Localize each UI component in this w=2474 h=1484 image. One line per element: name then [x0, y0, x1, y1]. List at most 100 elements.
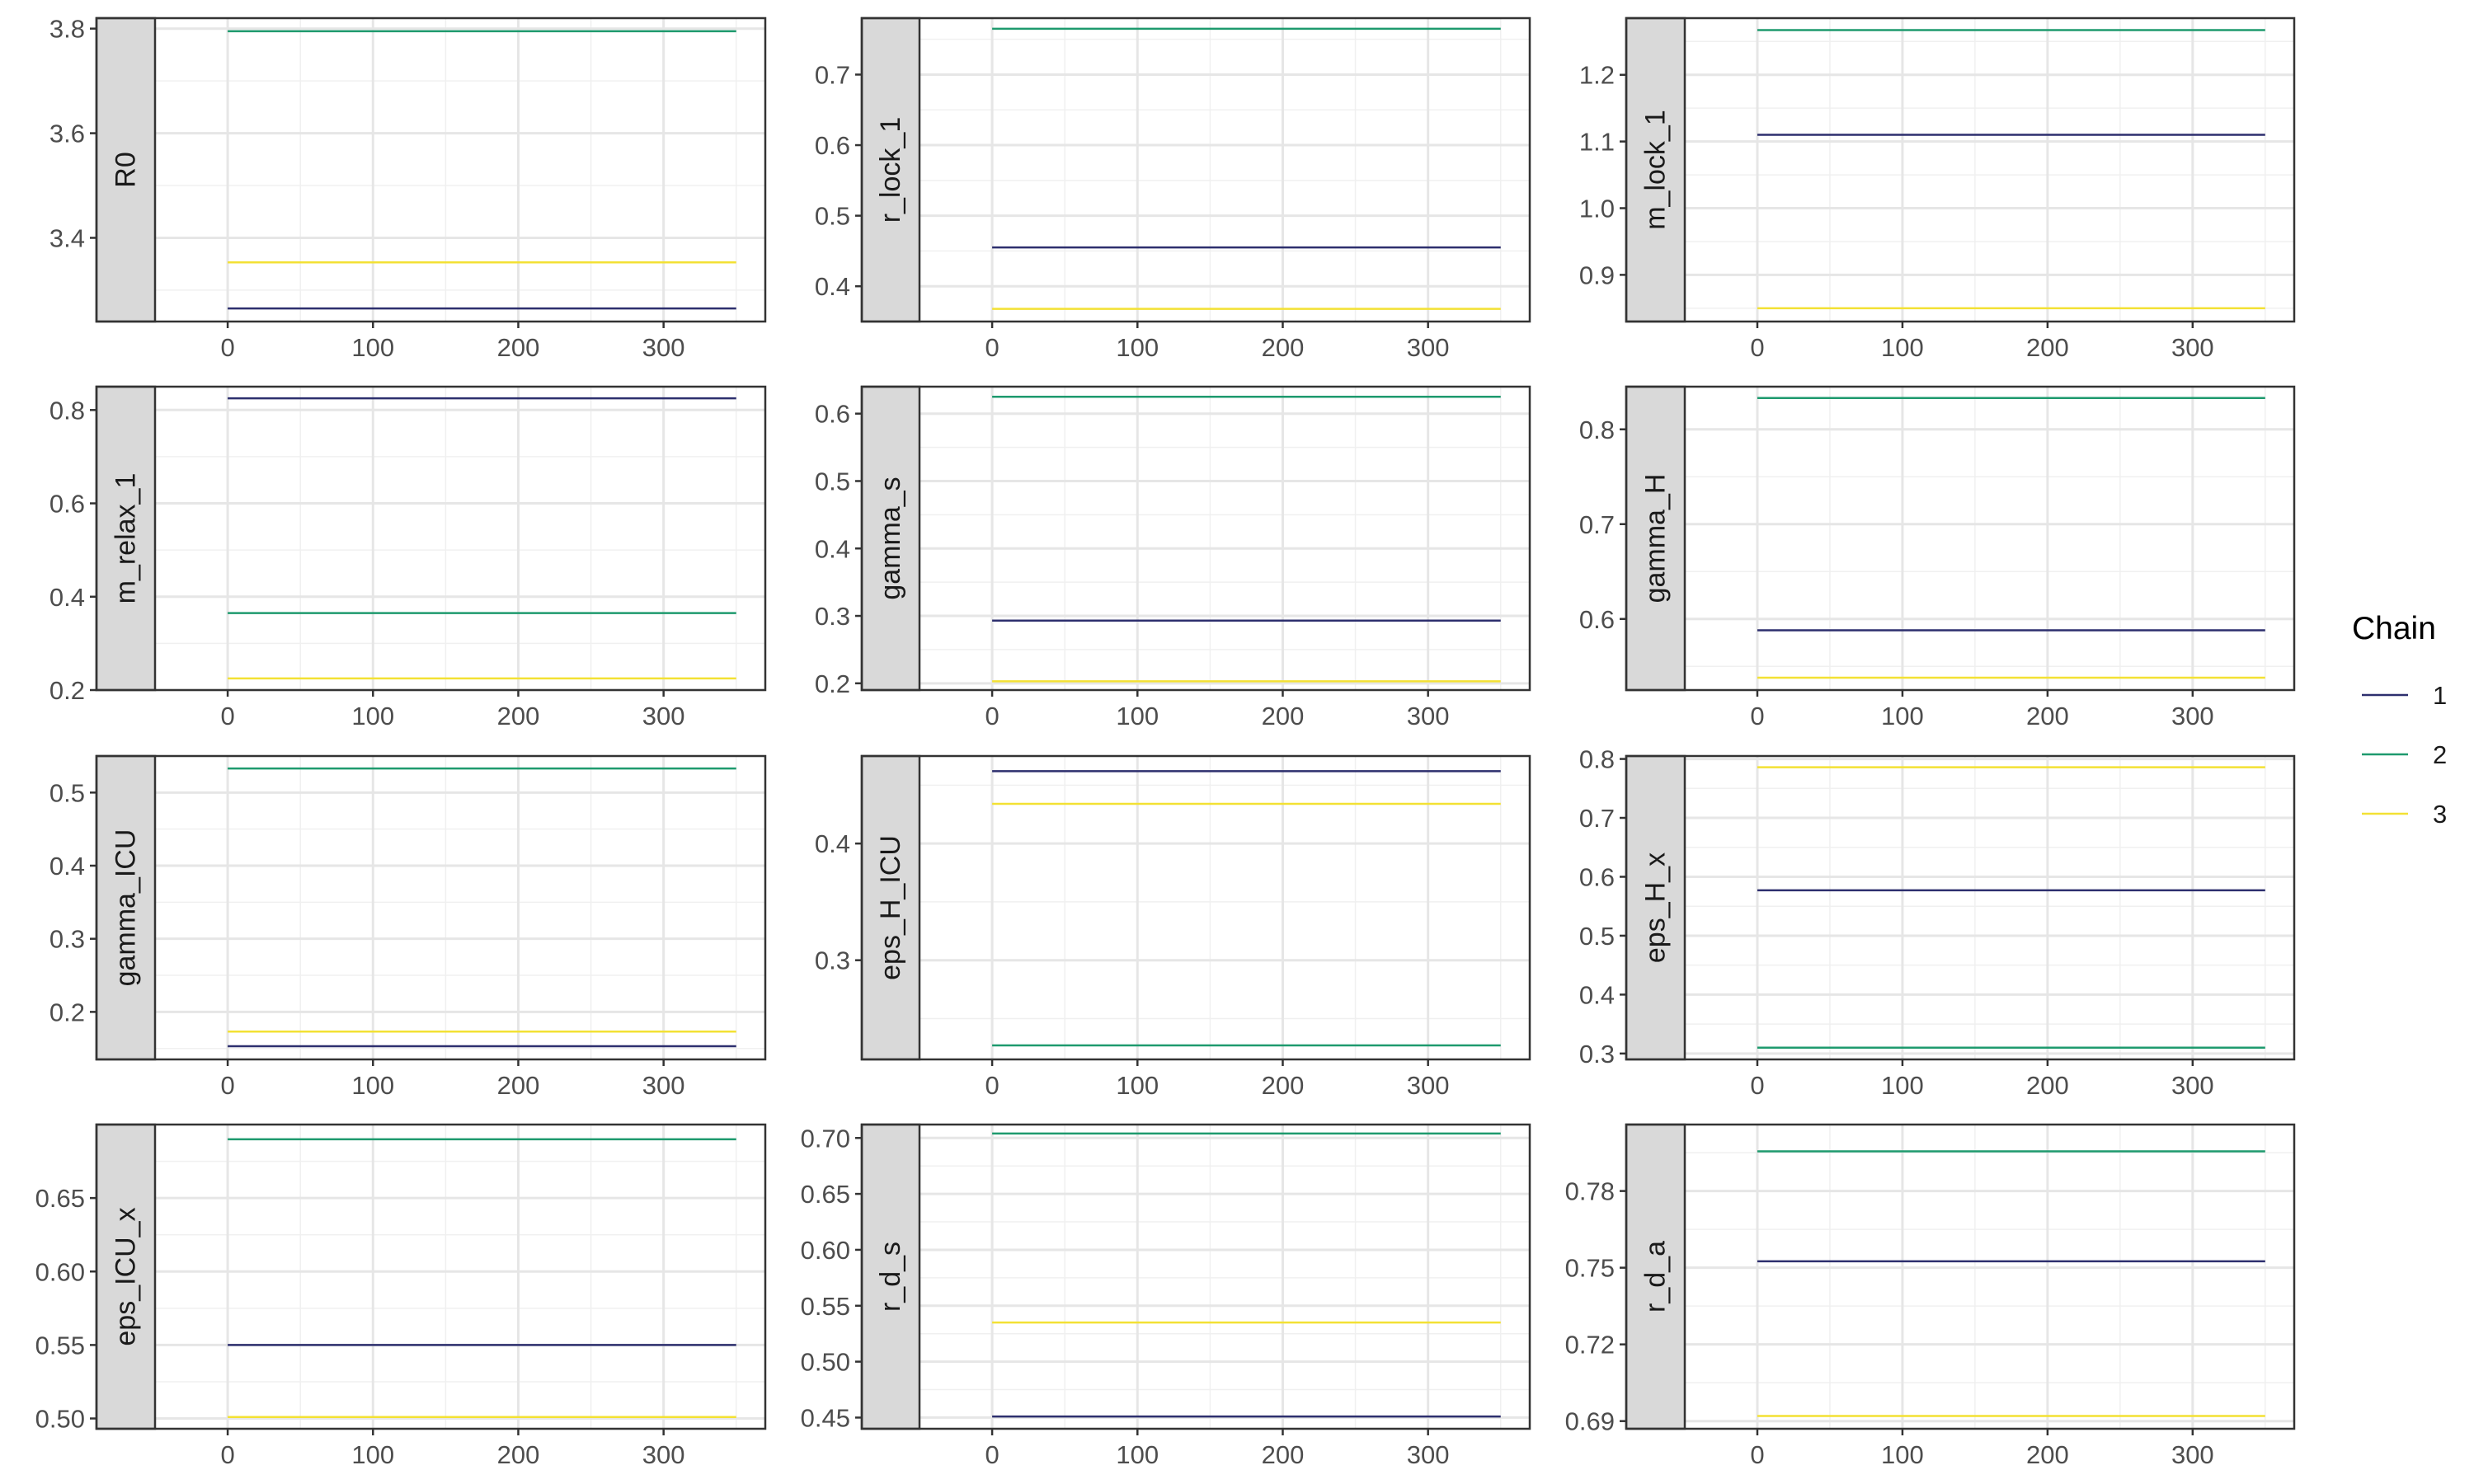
panel-background [920, 1125, 1530, 1429]
panel-background [920, 18, 1530, 322]
x-tick-label: 300 [2171, 1071, 2214, 1100]
x-tick-label: 100 [1116, 1440, 1159, 1469]
x-tick-label: 200 [2026, 1071, 2069, 1100]
x-tick-label: 300 [1407, 1071, 1450, 1100]
facet-gamma_ICU: 0.2 0.3 0.4 0.5 0 100 200 300 gamma_ICU [49, 754, 767, 1100]
y-tick-label: 0.50 [801, 1348, 850, 1377]
facet-gamma_s: 0.2 0.3 0.4 0.5 0.6 0 100 200 300 gamma_s [815, 385, 1531, 730]
y-tick-label: 0.60 [801, 1236, 850, 1265]
y-tick-label: 1.1 [1579, 128, 1615, 157]
x-tick-label: 200 [497, 333, 540, 362]
x-tick-label: 100 [1116, 1071, 1159, 1100]
y-tick-label: 0.69 [1565, 1407, 1615, 1436]
x-tick-label: 200 [1262, 702, 1305, 730]
facet-gamma_H: 0.6 0.7 0.8 0 100 200 300 gamma_H [1579, 385, 2296, 730]
facet-strip-label: R0 [111, 152, 142, 187]
facet-R0: 3.4 3.6 3.8 0 100 200 300 R0 [49, 15, 767, 362]
y-tick-label: 0.65 [801, 1180, 850, 1209]
x-tick-label: 200 [1262, 1071, 1305, 1100]
facet-strip [95, 1123, 157, 1430]
x-tick-label: 300 [2171, 1440, 2214, 1469]
legend-label-chain-3: 3 [2433, 800, 2447, 829]
facet-strip-label: gamma_ICU [111, 829, 142, 987]
facet-eps_H_ICU: 0.3 0.4 0 100 200 300 eps_H_ICU [815, 754, 1531, 1100]
panel-background [155, 1125, 765, 1429]
x-tick-label: 200 [1262, 333, 1305, 362]
panel-background [155, 18, 765, 322]
facet-strip [1625, 754, 1686, 1061]
y-tick-label: 0.6 [815, 131, 850, 160]
x-tick-label: 300 [2171, 333, 2214, 362]
x-tick-label: 300 [642, 1440, 685, 1469]
y-tick-label: 0.8 [1579, 416, 1615, 444]
x-tick-label: 100 [1881, 1440, 1924, 1469]
legend-label-chain-1: 1 [2433, 681, 2447, 710]
y-tick-label: 0.4 [815, 534, 850, 563]
y-tick-label: 0.70 [801, 1124, 850, 1153]
facet-r_lock_1: 0.4 0.5 0.6 0.7 0 100 200 300 r_lock_1 [815, 16, 1531, 362]
x-tick-label: 0 [1750, 702, 1764, 730]
x-tick-label: 0 [220, 1071, 234, 1100]
panel-background [155, 756, 765, 1059]
y-tick-label: 0.7 [1579, 804, 1615, 833]
x-tick-label: 200 [2026, 702, 2069, 730]
panel-border [1625, 385, 2296, 692]
panel-border [860, 16, 1531, 323]
panel-border [860, 1123, 1531, 1430]
x-tick-label: 300 [642, 333, 685, 362]
y-tick-label: 0.4 [815, 272, 850, 301]
facet-strip [95, 16, 157, 323]
legend: Chain 1 2 3 [2352, 611, 2447, 829]
x-tick-label: 100 [351, 1440, 394, 1469]
y-tick-label: 0.3 [815, 602, 850, 631]
y-tick-label: 0.6 [49, 490, 85, 519]
x-tick-label: 200 [2026, 333, 2069, 362]
y-tick-label: 0.4 [49, 852, 85, 881]
y-tick-label: 0.9 [1579, 261, 1615, 289]
panel-border [1625, 1123, 2296, 1430]
y-tick-label: 0.5 [1579, 922, 1615, 951]
facet-strip-label: m_relax_1 [111, 473, 142, 604]
y-tick-label: 0.6 [815, 400, 850, 429]
x-tick-label: 100 [351, 333, 394, 362]
facet-strip [1625, 385, 1686, 692]
facet-strip-label: eps_H_x [1640, 852, 1672, 963]
y-tick-label: 3.8 [49, 15, 85, 44]
x-tick-label: 100 [1116, 702, 1159, 730]
y-tick-label: 0.7 [1579, 510, 1615, 539]
panel-border [860, 385, 1531, 692]
panel-border [95, 385, 767, 692]
x-tick-label: 100 [1881, 702, 1924, 730]
y-tick-label: 0.3 [815, 946, 850, 975]
legend-label-chain-2: 2 [2433, 740, 2447, 769]
x-tick-label: 300 [1407, 702, 1450, 730]
x-tick-label: 100 [1881, 1071, 1924, 1100]
x-tick-label: 200 [1262, 1440, 1305, 1469]
x-tick-label: 300 [1407, 333, 1450, 362]
facet-r_d_a: 0.69 0.72 0.75 0.78 0 100 200 300 r_d_a [1565, 1123, 2296, 1469]
y-tick-label: 0.60 [35, 1257, 85, 1286]
x-tick-label: 0 [220, 1440, 234, 1469]
y-tick-label: 0.6 [1579, 862, 1615, 891]
x-tick-label: 0 [985, 333, 999, 362]
panel-background [920, 387, 1530, 690]
facet-strip-label: gamma_s [875, 477, 906, 599]
x-tick-label: 0 [1750, 1440, 1764, 1469]
facet-strip-label: r_d_s [875, 1242, 906, 1312]
y-tick-label: 1.2 [1579, 61, 1615, 90]
panel-border [1625, 754, 2296, 1061]
x-tick-label: 0 [220, 333, 234, 362]
x-tick-label: 200 [497, 1440, 540, 1469]
y-tick-label: 0.3 [49, 925, 85, 954]
facet-strip [860, 16, 921, 323]
y-tick-label: 0.7 [815, 60, 850, 89]
panel-background [155, 387, 765, 690]
y-tick-label: 0.2 [49, 998, 85, 1026]
y-tick-label: 0.78 [1565, 1177, 1615, 1206]
y-tick-label: 0.45 [801, 1403, 850, 1432]
x-tick-label: 300 [1407, 1440, 1450, 1469]
facet-m_lock_1: 0.9 1.0 1.1 1.2 0 100 200 300 m_lock_1 [1579, 16, 2296, 362]
x-tick-label: 100 [351, 1071, 394, 1100]
facet-strip [860, 1123, 921, 1430]
